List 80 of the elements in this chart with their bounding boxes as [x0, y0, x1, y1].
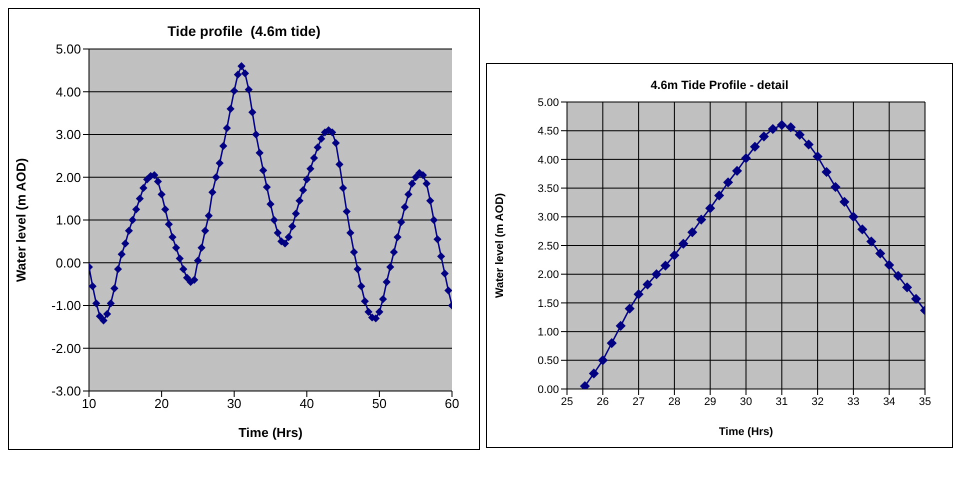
y-tick-label: -2.00: [51, 340, 81, 356]
point: [875, 248, 886, 259]
y-tick-label: 2.50: [538, 240, 559, 252]
y-tick-label: 4.50: [538, 126, 559, 138]
point: [678, 238, 688, 249]
x-tick-label: 30: [740, 396, 752, 408]
x-tick-label: 30: [226, 396, 242, 412]
y-tick-label: 0.00: [56, 255, 81, 270]
y-tick-label: 4.00: [538, 154, 559, 166]
point: [758, 131, 769, 142]
x-tick-label: 60: [444, 396, 460, 412]
x-tick-label: 10: [82, 396, 96, 412]
y-tick-label: 5.00: [56, 42, 81, 57]
point: [812, 152, 823, 162]
y-tick-label: 4.00: [56, 84, 81, 100]
x-tick-label: 25: [560, 396, 574, 408]
y-tick-label: 1.50: [538, 298, 559, 310]
point: [652, 269, 662, 280]
x-tick-label: 31: [776, 396, 788, 408]
point: [642, 280, 653, 290]
x-axis-title: Time (Hrs): [238, 425, 303, 440]
y-tick-label: 0.50: [538, 355, 559, 368]
y-tick-label: -3.00: [51, 384, 81, 399]
x-axis-title: Time (Hrs): [718, 426, 774, 438]
chart-title: Tide profile (4.6m tide): [166, 23, 322, 39]
point: [624, 304, 635, 314]
point: [866, 236, 876, 246]
x-tick-label: 32: [811, 396, 824, 408]
y-tick-label: 2.00: [538, 269, 559, 282]
point: [804, 139, 814, 150]
point: [884, 260, 894, 270]
point: [598, 355, 608, 366]
point: [660, 260, 670, 271]
y-tick-label: 3.50: [538, 183, 559, 196]
y-tick-label: 0.00: [538, 384, 559, 396]
point: [616, 320, 626, 331]
point: [606, 338, 617, 348]
point: [588, 368, 599, 378]
point: [822, 167, 832, 178]
y-tick-label: 1.00: [538, 326, 559, 339]
point: [732, 166, 742, 176]
point: [669, 250, 680, 260]
x-tick-label: 29: [704, 396, 716, 408]
point: [794, 130, 805, 140]
y-axis-title: Water level (m AOD): [494, 192, 506, 298]
point: [848, 212, 858, 222]
point: [741, 153, 751, 164]
point: [776, 120, 787, 130]
point: [634, 289, 644, 300]
point: [750, 142, 760, 152]
x-tick-label: 40: [300, 396, 314, 412]
x-tick-label: 20: [154, 396, 169, 412]
point: [786, 122, 796, 132]
y-tick-label: -1.00: [51, 298, 81, 314]
point: [714, 190, 724, 201]
x-tick-label: 50: [372, 396, 387, 412]
y-tick-label: 1.00: [56, 212, 81, 228]
x-tick-label: 33: [847, 396, 860, 408]
point: [911, 294, 922, 304]
x-tick-label: 26: [596, 396, 609, 408]
y-axis-title: Water level (m AOD): [14, 158, 29, 282]
point: [687, 227, 698, 238]
chart-title: 4.6m Tide Profile - detail: [650, 78, 790, 92]
point: [857, 224, 868, 234]
y-tick-label: 3.00: [538, 212, 559, 224]
x-tick-label: 35: [918, 396, 932, 408]
point: [830, 182, 840, 192]
point: [723, 177, 734, 188]
y-tick-label: 3.00: [56, 127, 81, 142]
point: [902, 282, 912, 292]
y-tick-label: 5.00: [538, 96, 559, 109]
x-tick-label: 34: [883, 396, 896, 408]
point: [705, 203, 716, 214]
x-tick-label: 28: [668, 396, 681, 408]
point: [839, 196, 850, 207]
point: [893, 270, 904, 281]
point: [696, 214, 706, 225]
x-tick-label: 27: [632, 396, 645, 408]
y-tick-label: 2.00: [56, 170, 81, 185]
point: [768, 124, 778, 134]
